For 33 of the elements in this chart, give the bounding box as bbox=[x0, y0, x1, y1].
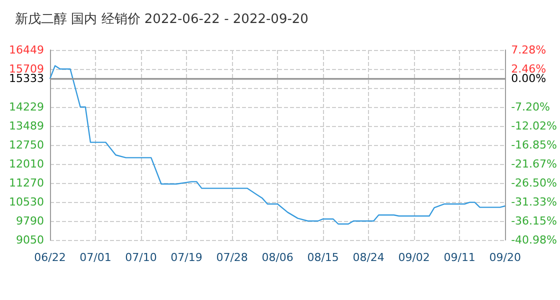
x-tick-label: 08/24 bbox=[352, 251, 384, 264]
x-tick-label: 07/10 bbox=[125, 251, 157, 264]
x-tick-label: 07/01 bbox=[80, 251, 112, 264]
y-tick-label: 11270 bbox=[9, 176, 44, 190]
x-tick-label: 06/22 bbox=[34, 251, 66, 264]
y2-tick-label: -12.02% bbox=[511, 119, 558, 132]
y-tick-label: 12010 bbox=[9, 157, 44, 170]
y-tick-label: 12750 bbox=[9, 138, 44, 152]
y-tick-label: 15333 bbox=[9, 72, 44, 86]
x-tick-label: 09/02 bbox=[398, 251, 430, 264]
y-tick-label: 13489 bbox=[9, 120, 44, 133]
x-tick-label: 09/11 bbox=[444, 251, 476, 264]
y2-tick-label: -26.50% bbox=[511, 176, 558, 190]
line-series bbox=[49, 65, 506, 225]
y2-tick-label: -7.20% bbox=[511, 100, 550, 114]
y2-tick-label: -40.98% bbox=[511, 234, 558, 246]
y-tick-label: 10530 bbox=[9, 195, 44, 208]
y2-tick-label: -31.33% bbox=[511, 196, 558, 209]
y-tick-label: 14229 bbox=[9, 100, 44, 114]
y-tick-label: 9790 bbox=[16, 214, 44, 228]
y-tick-label: 9050 bbox=[16, 234, 44, 246]
y2-tick-label: -21.67% bbox=[511, 157, 558, 170]
x-tick-label: 07/19 bbox=[170, 251, 202, 264]
y2-tick-label: -16.85% bbox=[511, 138, 558, 152]
x-tick-label: 07/28 bbox=[216, 251, 248, 264]
y-tick-label: 16449 bbox=[9, 44, 44, 56]
x-tick-label: 09/20 bbox=[489, 251, 521, 264]
y2-tick-label: -36.15% bbox=[511, 214, 558, 228]
y2-tick-label: 7.28% bbox=[511, 44, 546, 56]
x-tick-label: 08/06 bbox=[262, 251, 294, 264]
y2-tick-label: 0.00% bbox=[511, 72, 546, 86]
x-tick-label: 08/15 bbox=[307, 251, 339, 264]
chart-title: 新戊二醇 国内 经销价 2022-06-22 - 2022-09-20 bbox=[15, 12, 308, 27]
